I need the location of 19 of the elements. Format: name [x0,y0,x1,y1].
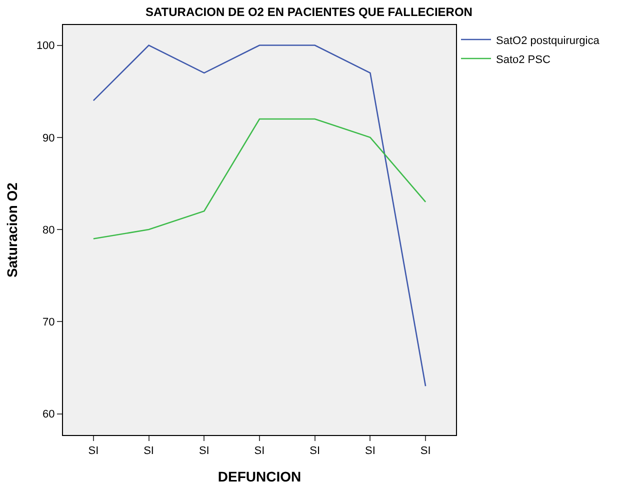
x-tick-label: SI [198,445,210,458]
line-series [92,118,426,240]
x-tick-label: SI [254,445,265,458]
y-tick-label: 80 [42,224,55,236]
y-tick-label: 100 [36,40,55,52]
legend-label: SatO2 postquirurgica [496,34,600,47]
y-tick-label: 60 [42,408,55,421]
y-tick-label: 90 [42,132,55,144]
x-tick-label: SI [420,445,431,458]
x-tick-label: SI [88,445,99,458]
legend-label: Sato2 PSC [496,54,550,66]
x-tick-label: SI [144,445,154,458]
x-tick-label: SI [364,445,376,458]
chart-title: SATURACION DE O2 EN PACIENTES QUE FALLECIERON [146,4,472,19]
x-tick-label: SI [310,445,320,458]
y-axis-title: Saturacion O2 [4,182,20,278]
line-series [92,44,426,387]
x-axis-title: DEFUNCION [218,468,302,484]
y-tick-label: 70 [42,316,55,329]
